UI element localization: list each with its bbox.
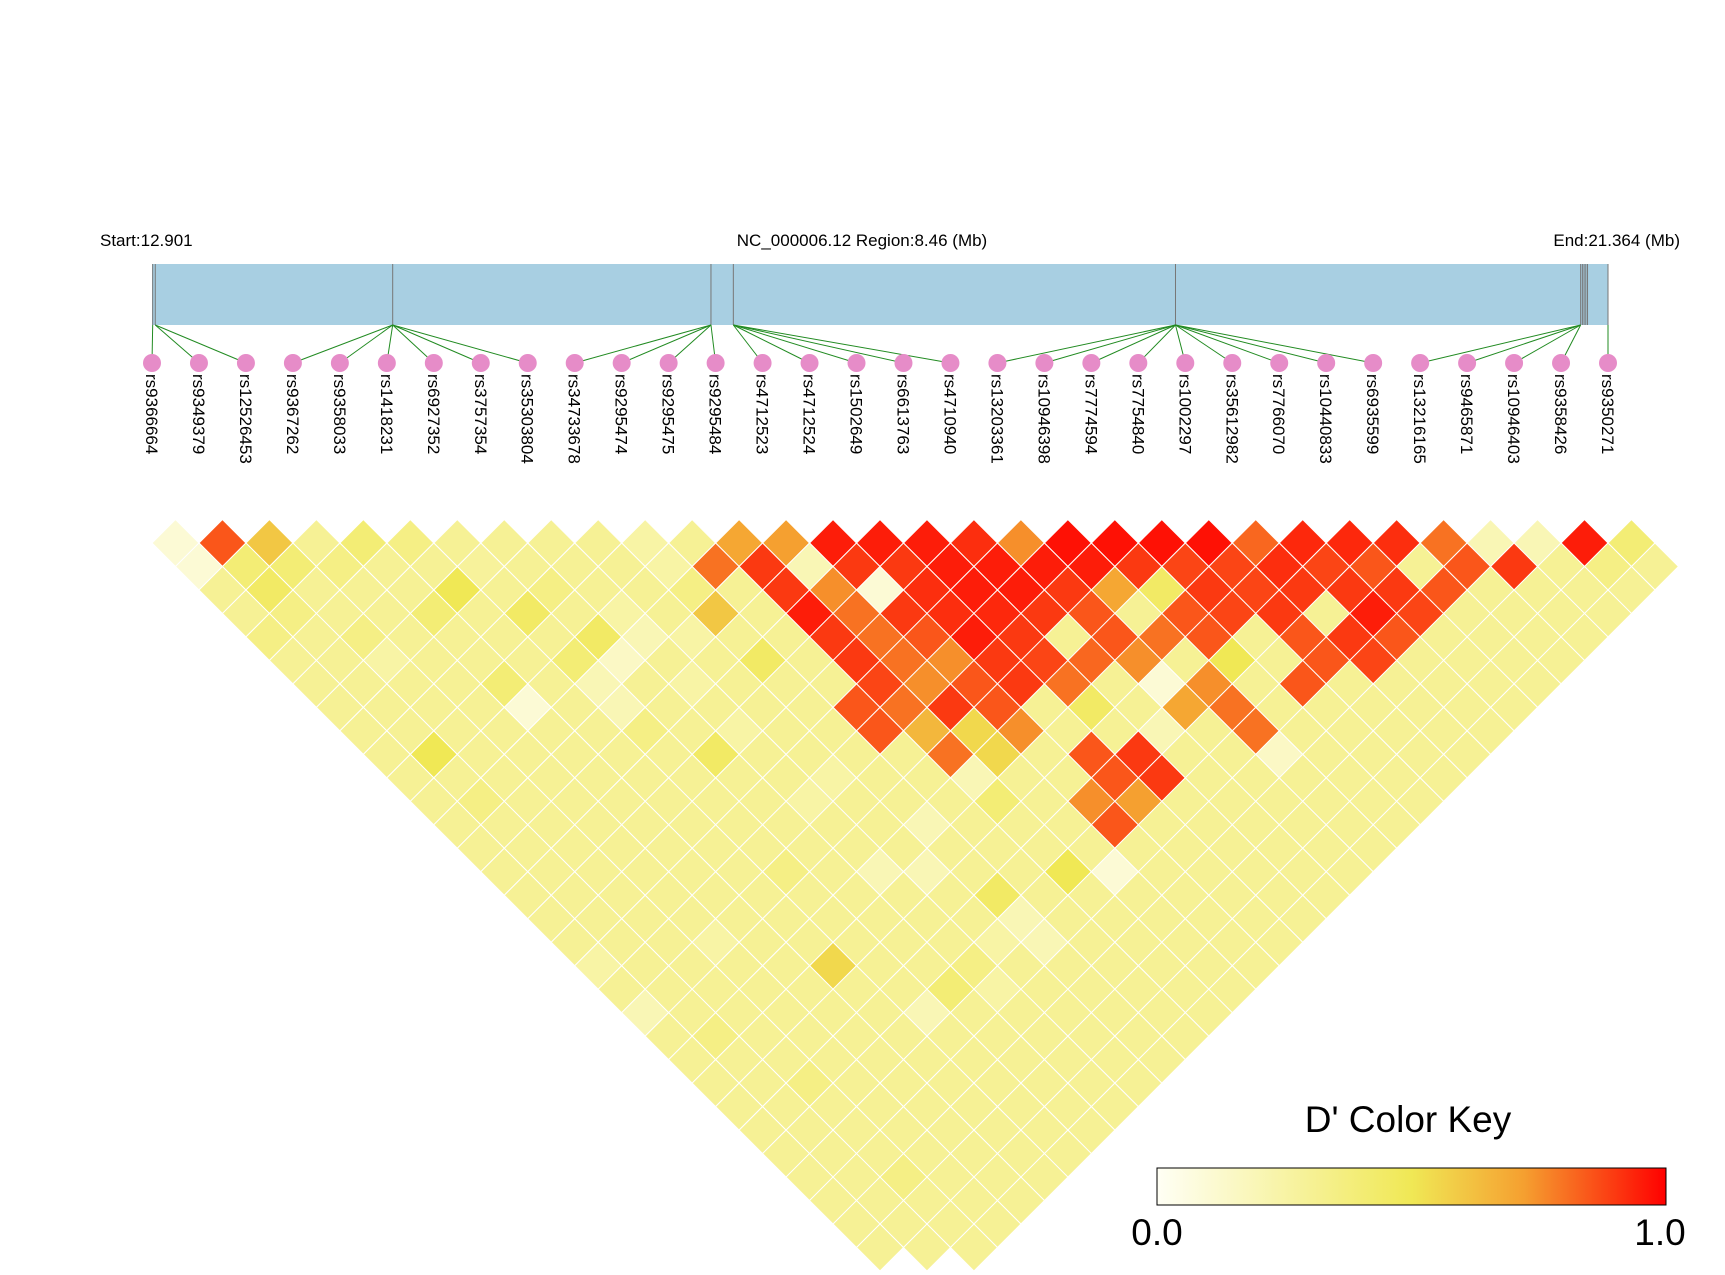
- color-key-max-label: 1.0: [1634, 1212, 1685, 1253]
- snp-label-rs9295475: rs9295475: [659, 374, 678, 454]
- snp-label-rs4710940: rs4710940: [940, 374, 959, 454]
- snp-label-rs34733678: rs34733678: [565, 374, 584, 464]
- snp-markers: [143, 354, 1617, 372]
- snp-marker-rs9367262: [284, 354, 302, 372]
- snp-marker-rs35612982: [1223, 354, 1241, 372]
- snp-label-rs13216165: rs13216165: [1410, 374, 1429, 464]
- snp-marker-rs7774594: [1082, 354, 1100, 372]
- snp-label-rs1418231: rs1418231: [377, 374, 396, 454]
- snp-marker-rs9465871: [1458, 354, 1476, 372]
- snp-label-rs10946403: rs10946403: [1504, 374, 1523, 464]
- snp-marker-rs9358426: [1552, 354, 1570, 372]
- connector-rs1502649: [733, 325, 856, 363]
- snp-marker-rs10440833: [1317, 354, 1335, 372]
- snp-label-rs1002297: rs1002297: [1175, 374, 1194, 454]
- snp-marker-rs4712523: [754, 354, 772, 372]
- color-key-bar: [1157, 1168, 1666, 1205]
- snp-marker-rs9350271: [1599, 354, 1617, 372]
- snp-label-rs9295484: rs9295484: [706, 374, 725, 454]
- snp-marker-rs9295484: [707, 354, 725, 372]
- snp-marker-rs12526453: [237, 354, 255, 372]
- snp-marker-rs1502649: [848, 354, 866, 372]
- snp-label-rs9465871: rs9465871: [1457, 374, 1476, 454]
- snp-marker-rs9349379: [190, 354, 208, 372]
- region-end-label: End:21.364 (Mb): [1553, 231, 1680, 250]
- snp-marker-rs6927352: [425, 354, 443, 372]
- snp-label-rs12526453: rs12526453: [236, 374, 255, 464]
- ld-cells: [152, 520, 1678, 1271]
- snp-label-rs1502649: rs1502649: [847, 374, 866, 454]
- snp-label-rs9358426: rs9358426: [1551, 374, 1570, 454]
- track-band: [152, 264, 1608, 325]
- snp-label-rs35612982: rs35612982: [1222, 374, 1241, 464]
- snp-label-rs6927352: rs6927352: [424, 374, 443, 454]
- connector-rs10440833: [1175, 325, 1326, 363]
- snp-label-rs10946398: rs10946398: [1034, 374, 1053, 464]
- snp-marker-rs13203361: [988, 354, 1006, 372]
- snp-label-rs9358033: rs9358033: [330, 374, 349, 454]
- snp-label-rs7774594: rs7774594: [1081, 374, 1100, 454]
- snp-marker-rs9295475: [660, 354, 678, 372]
- snp-label-rs9367262: rs9367262: [283, 374, 302, 454]
- snp-label-rs9349379: rs9349379: [189, 374, 208, 454]
- snp-label-rs6935599: rs6935599: [1363, 374, 1382, 454]
- snp-label-rs6613763: rs6613763: [893, 374, 912, 454]
- snp-marker-rs10946398: [1035, 354, 1053, 372]
- snp-label-rs9350271: rs9350271: [1598, 374, 1617, 454]
- color-key: D' Color Key 0.0 1.0: [1131, 1099, 1685, 1253]
- snp-label-rs35303804: rs35303804: [518, 374, 537, 464]
- snp-marker-rs10946403: [1505, 354, 1523, 372]
- snp-marker-rs6613763: [894, 354, 912, 372]
- snp-label-rs4712523: rs4712523: [753, 374, 772, 454]
- snp-label-rs9366664: rs9366664: [142, 374, 161, 454]
- snp-label-rs3757354: rs3757354: [471, 374, 490, 454]
- snp-marker-rs1418231: [378, 354, 396, 372]
- color-key-min-label: 0.0: [1131, 1212, 1182, 1253]
- connector-rs4712524: [733, 325, 809, 363]
- snp-label-rs7766070: rs7766070: [1269, 374, 1288, 454]
- snp-marker-rs4712524: [801, 354, 819, 372]
- snp-marker-rs9358033: [331, 354, 349, 372]
- snp-label-rs13203361: rs13203361: [987, 374, 1006, 464]
- snp-marker-rs1002297: [1176, 354, 1194, 372]
- snp-connector-lines: [152, 325, 1608, 363]
- snp-label-rs9295474: rs9295474: [612, 374, 631, 454]
- snp-marker-rs6935599: [1364, 354, 1382, 372]
- snp-marker-rs13216165: [1411, 354, 1429, 372]
- snp-labels: rs9366664 rs9349379 rs12526453 rs9367262 rs9…: [142, 374, 1617, 464]
- snp-label-rs7754840: rs7754840: [1128, 374, 1147, 454]
- snp-marker-rs3757354: [472, 354, 490, 372]
- connector-rs10946398: [1044, 325, 1175, 363]
- snp-marker-rs7754840: [1129, 354, 1147, 372]
- snp-marker-rs9366664: [143, 354, 161, 372]
- snp-marker-rs34733678: [566, 354, 584, 372]
- region-start-label: Start:12.901: [100, 231, 193, 250]
- snp-marker-rs9295474: [613, 354, 631, 372]
- snp-marker-rs35303804: [519, 354, 537, 372]
- region-title: NC_000006.12 Region:8.46 (Mb): [737, 231, 987, 250]
- snp-label-rs10440833: rs10440833: [1316, 374, 1335, 464]
- chromosome-track: [152, 264, 1608, 325]
- color-key-title: D' Color Key: [1305, 1099, 1512, 1140]
- snp-marker-rs7766070: [1270, 354, 1288, 372]
- snp-marker-rs4710940: [941, 354, 959, 372]
- snp-label-rs4712524: rs4712524: [800, 374, 819, 454]
